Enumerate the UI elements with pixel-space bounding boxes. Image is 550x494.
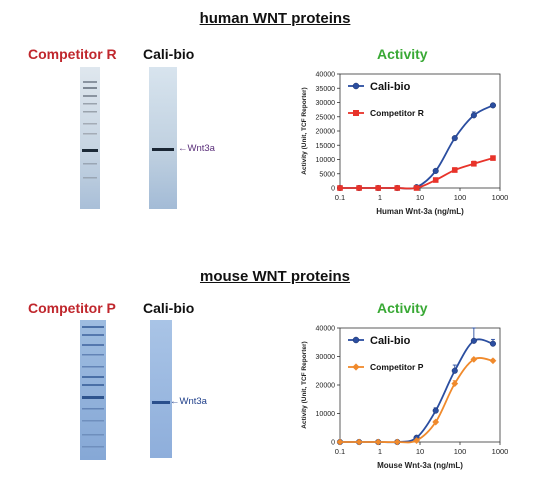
activity-chart-mouse: 0 10000 20000 30000 40000 0.1 1 10 100 1000 Mouse …: [301, 326, 509, 471]
x-tick-label: 1000: [492, 193, 509, 202]
data-point: [451, 167, 458, 173]
x-tick-label: 0.1: [335, 193, 345, 202]
data-point: [355, 438, 363, 446]
gel-lane-calibio-mouse: [150, 320, 172, 458]
data-point: [470, 337, 477, 344]
data-point: [432, 418, 440, 426]
series-line-competitor-r: [340, 157, 494, 190]
y-tick-label: 30000: [316, 100, 336, 107]
wnt3a-band-label-human: ←Wnt3a: [178, 143, 215, 154]
data-point: [356, 185, 362, 191]
data-point: [490, 155, 496, 161]
y-tick-label: 40000: [316, 326, 336, 333]
y-tick-label: 5000: [319, 171, 335, 178]
gel-lane-competitor-r: [80, 67, 100, 209]
legend-entry: Cali-bio: [370, 335, 411, 347]
wnt3a-band-label-mouse: ←Wnt3a: [170, 396, 207, 407]
x-tick-label: 1000: [492, 447, 509, 456]
legend-entry: Competitor P: [370, 362, 424, 372]
data-point: [413, 185, 420, 191]
x-axis-label: Human Wnt-3a (ng/mL): [376, 207, 464, 216]
data-point: [471, 160, 477, 167]
y-tick-label: 35000: [316, 86, 336, 93]
section-title-mouse: mouse WNT proteins: [199, 268, 350, 285]
plot-frame: [339, 327, 501, 443]
data-point: [489, 357, 497, 365]
data-point: [451, 135, 458, 142]
data-point: [470, 355, 478, 363]
data-point: [336, 438, 344, 446]
y-tick-label: 40000: [316, 72, 336, 79]
x-tick-label: 1: [378, 447, 382, 456]
x-tick-label: 1: [378, 193, 382, 202]
x-tick-label: 10: [416, 193, 424, 202]
data-point: [375, 185, 381, 191]
activity-label-human: Activity: [377, 46, 428, 62]
data-point: [432, 177, 439, 183]
arrow-left-icon: ←: [170, 396, 180, 407]
x-axis-label: Mouse Wnt-3a (ng/mL): [377, 461, 463, 470]
y-tick-label: 25000: [316, 114, 336, 121]
data-point: [470, 112, 477, 119]
y-tick-label: 10000: [316, 157, 336, 164]
data-point: [393, 438, 401, 446]
x-tick-label: 100: [454, 193, 467, 202]
arrow-left-icon: ←: [178, 143, 188, 154]
data-point: [352, 82, 360, 90]
gel-lane-calibio-human: [149, 67, 177, 209]
data-point: [374, 438, 382, 446]
y-tick-label: 20000: [316, 383, 336, 390]
section-title-human: human WNT proteins: [199, 10, 351, 27]
y-tick-label: 30000: [316, 354, 336, 361]
data-point: [432, 407, 439, 414]
plot-frame: [339, 73, 501, 189]
activity-chart-human: 0 5000 10000 15000 20000 25000 30000 35000 40000…: [301, 72, 509, 217]
x-tick-label: 100: [454, 447, 467, 456]
data-point: [413, 437, 420, 444]
data-point: [352, 363, 360, 371]
data-point: [451, 380, 459, 387]
data-point: [432, 167, 439, 174]
data-point: [352, 336, 360, 344]
y-axis-label: Activity (Unit, TCF Reporter): [301, 87, 308, 174]
legend-entry: Cali-bio: [370, 81, 411, 93]
data-point: [353, 110, 359, 116]
x-tick-label: 10: [416, 447, 424, 456]
y-tick-label: 0: [331, 440, 335, 447]
data-point: [451, 367, 458, 374]
gel-lane-competitor-p: [80, 320, 106, 460]
data-point: [489, 340, 497, 347]
y-axis-label: Activity (Unit, TCF Reporter): [301, 341, 308, 428]
series-line-cali-bio: [340, 338, 494, 444]
competitor-r-label: Competitor R: [28, 46, 117, 62]
data-point: [489, 102, 497, 109]
data-point: [394, 185, 401, 191]
calibio-label-mouse: Cali-bio: [143, 300, 195, 316]
competitor-p-label: Competitor P: [28, 300, 116, 316]
calibio-label-human: Cali-bio: [143, 46, 195, 62]
data-point: [337, 185, 343, 191]
y-tick-label: 0: [331, 186, 335, 193]
y-tick-label: 20000: [316, 129, 336, 136]
x-tick-label: 0.1: [335, 447, 345, 456]
legend-entry: Competitor R: [370, 108, 424, 118]
y-tick-label: 15000: [316, 143, 336, 150]
y-tick-label: 10000: [316, 411, 336, 418]
activity-label-mouse: Activity: [377, 300, 428, 316]
